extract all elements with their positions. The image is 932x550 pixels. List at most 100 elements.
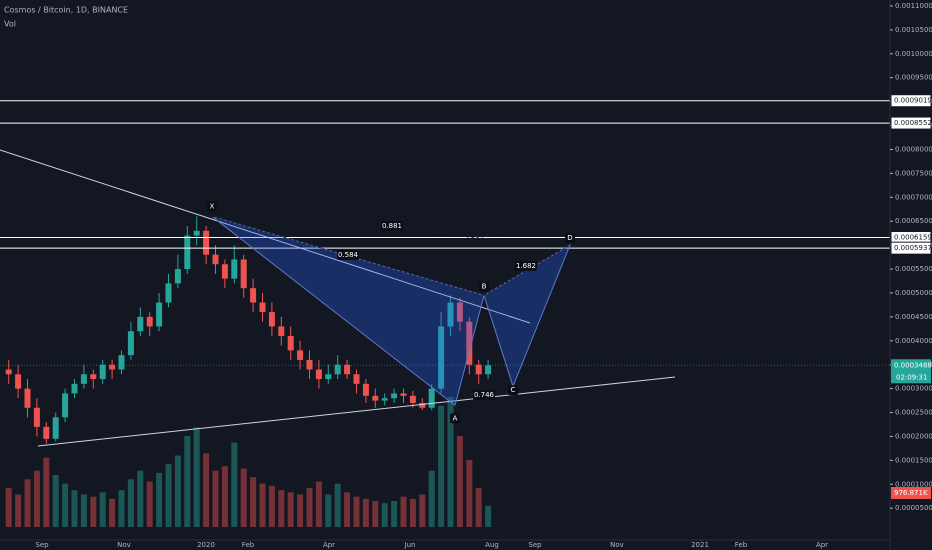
y-tick-label: 0.0001000 (895, 480, 932, 488)
y-tick-label: 0.0010000 (895, 50, 932, 58)
ratio-box (515, 261, 537, 271)
volume-bar (400, 496, 407, 527)
candle-body (184, 235, 191, 270)
candle-body (344, 364, 351, 375)
candle-body (409, 395, 416, 403)
candle-body (428, 388, 435, 408)
x-tick-label: Aug (485, 541, 499, 549)
ratio-label: 0.584 (338, 251, 359, 259)
candle-body (259, 302, 266, 313)
volume-bar (15, 494, 22, 527)
candle-body (278, 326, 285, 337)
volume-bar (306, 488, 313, 527)
y-tick-label: 0.0005500 (895, 265, 932, 273)
pattern-point-box (508, 385, 518, 396)
pattern-point-label: B (482, 282, 487, 290)
y-tick-label: 0.0008000 (895, 145, 932, 153)
candle-body (325, 374, 332, 380)
candle-body (71, 383, 78, 394)
price-line-label: 0.0005937 (894, 244, 932, 252)
candle-body (174, 269, 181, 284)
candle-body (315, 369, 322, 380)
countdown-label: 02:09:31 (896, 373, 927, 381)
pattern-point-box (479, 281, 489, 292)
volume-bar (362, 498, 369, 527)
candles (5, 216, 492, 444)
candle-body (99, 364, 106, 380)
volume-bar (466, 459, 473, 527)
ratio-box (381, 221, 403, 231)
candle-body (62, 393, 69, 418)
volume-bar (33, 470, 40, 527)
volume-bar (250, 477, 257, 527)
volume-bar (334, 483, 341, 527)
volume-bar (409, 498, 416, 527)
volume-bar (372, 501, 379, 527)
volume-bar (428, 470, 435, 527)
volume-bar (52, 475, 59, 527)
price-line-box (890, 241, 932, 255)
volume-bar (278, 490, 285, 527)
support-line (37, 376, 676, 447)
volume-bar (212, 470, 219, 527)
candle-body (438, 326, 445, 389)
volume-bar (268, 485, 275, 527)
ratio-label: 0.881 (382, 222, 402, 230)
candle-body (109, 364, 116, 370)
last-price-box (891, 359, 931, 384)
ratio-label: 1.682 (516, 262, 536, 270)
candle-body (5, 369, 12, 375)
candle-body (146, 316, 153, 327)
volume-bar (325, 494, 332, 527)
candle-body (306, 359, 313, 370)
volume-bar (146, 481, 153, 527)
volume-bar (165, 464, 172, 527)
candle-body (400, 393, 407, 396)
candle-body (165, 283, 172, 303)
x-tick-label: Sep (35, 541, 49, 549)
harmonic-pattern: X A B C D 0.881 0.584 1.682 0.746 (207, 201, 575, 424)
drawings (0, 100, 890, 447)
volume-bar (438, 405, 445, 527)
volume-bar (99, 492, 106, 527)
candle-body (466, 321, 473, 365)
candle-body (240, 259, 247, 289)
y-tick-label: 0.0001500 (895, 456, 932, 464)
pattern-point-label: D (567, 234, 572, 242)
candle-body (118, 355, 125, 370)
price-line-label: 0.0008552 (894, 119, 932, 127)
x-tick-label: 2021 (691, 541, 709, 549)
x-tick-label: Nov (117, 541, 131, 549)
volume-bar (118, 490, 125, 527)
y-tick-label: 0.0004500 (895, 313, 932, 321)
candle-body (391, 393, 398, 399)
y-tick-label: 0.0004000 (895, 337, 932, 345)
volume-bar (353, 496, 360, 527)
volume-bar (193, 427, 200, 527)
ratio-box (337, 250, 359, 260)
volume-bar (5, 488, 12, 527)
pattern-point-label: C (511, 386, 516, 394)
candle-body (52, 417, 59, 439)
candle-body (33, 407, 40, 427)
candle-body (221, 264, 228, 279)
volume-bar (287, 492, 294, 527)
volume-bar (24, 479, 31, 527)
candle-body (156, 302, 163, 327)
pattern-point-box (565, 233, 575, 244)
candle-body (80, 374, 87, 384)
price-line-label: 0.0006159 (894, 234, 932, 242)
volume-bar (184, 436, 191, 527)
candle-body (231, 259, 238, 279)
candle-body (127, 331, 134, 356)
y-tick-label: 0.0007000 (895, 193, 932, 201)
y-tick-label: 0.0002000 (895, 432, 932, 440)
volume-bar (240, 468, 247, 527)
candle-body (334, 364, 341, 375)
y-tick-label: 0.0011000 (895, 2, 932, 10)
volume-bar (419, 494, 426, 527)
candle-body (485, 365, 492, 375)
